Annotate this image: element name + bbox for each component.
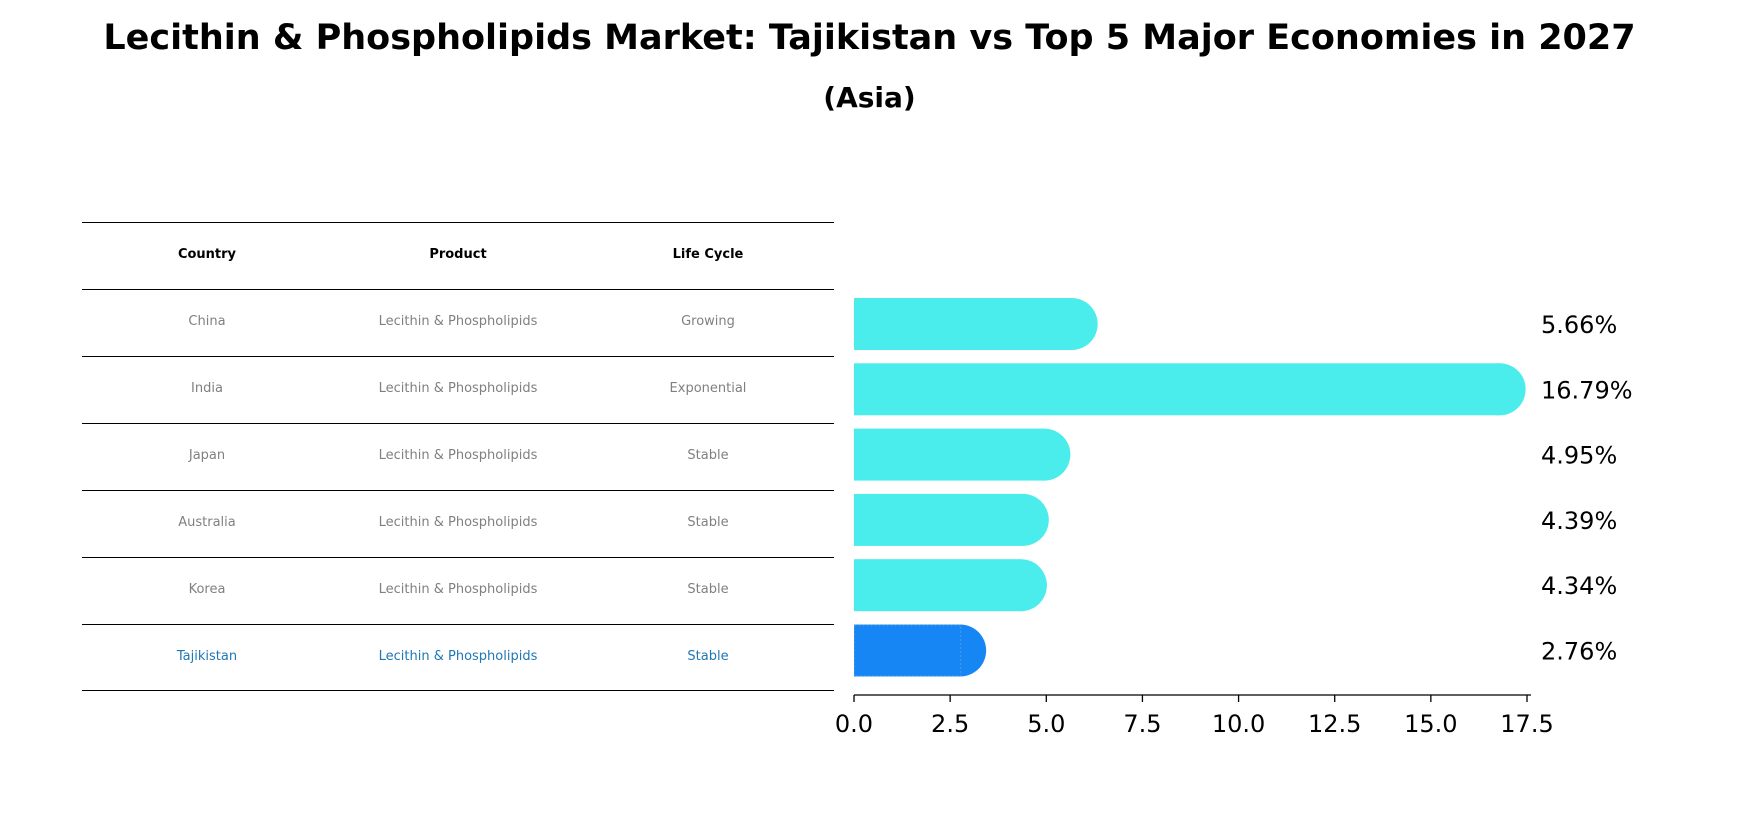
header-product: Product	[429, 247, 487, 262]
x-tick-label: 12.5	[1308, 710, 1361, 738]
row-country: Australia	[178, 515, 236, 530]
row-product: Lecithin & Phospholipids	[378, 314, 538, 329]
x-tick-label: 2.5	[931, 710, 969, 738]
row-product: Lecithin & Phospholipids	[378, 448, 538, 463]
header-country: Country	[177, 247, 237, 262]
bar-china	[854, 298, 1072, 350]
row-life-cycle: Stable	[687, 515, 729, 530]
row-life-cycle: Exponential	[669, 381, 747, 396]
table-rule	[82, 690, 834, 691]
bar-japan	[854, 428, 1045, 481]
value-label: 5.66%	[1541, 311, 1617, 339]
table-rule	[82, 356, 834, 357]
x-tick-label: 15.0	[1404, 710, 1457, 738]
row-product: Lecithin & Phospholipids	[378, 515, 538, 530]
row-life-cycle-highlight: Stable	[687, 649, 729, 664]
row-country: China	[188, 314, 226, 329]
value-label: 4.95%	[1541, 442, 1617, 470]
bar-cap-tajikistan	[934, 624, 987, 677]
row-country: India	[191, 381, 223, 396]
row-product: Lecithin & Phospholipids	[378, 381, 538, 396]
row-product-highlight: Lecithin & Phospholipids	[378, 649, 538, 664]
header-life-cycle: Life Cycle	[672, 247, 744, 262]
row-country: Japan	[188, 448, 226, 463]
chart-subtitle: (Asia)	[823, 81, 916, 114]
bar-cap-australia	[996, 493, 1049, 546]
value-label: 4.39%	[1541, 507, 1617, 535]
x-tick-label: 10.0	[1212, 710, 1265, 738]
row-country: Korea	[188, 582, 226, 597]
row-life-cycle: Stable	[687, 582, 729, 597]
table-rule	[82, 490, 834, 491]
row-product: Lecithin & Phospholipids	[378, 582, 538, 597]
bar-korea	[854, 559, 1021, 612]
table-rule	[82, 557, 834, 558]
row-life-cycle: Growing	[681, 314, 735, 329]
bar-cap-korea	[994, 559, 1047, 612]
value-label: 2.76%	[1541, 638, 1617, 666]
table-rule	[82, 423, 834, 424]
x-tick-label: 7.5	[1123, 710, 1161, 738]
chart-title: Lecithin & Phospholipids Market: Tajikis…	[103, 18, 1636, 58]
x-tick-label: 17.5	[1500, 710, 1553, 738]
row-life-cycle: Stable	[687, 448, 729, 463]
value-label: 16.79%	[1541, 376, 1633, 404]
row-country-highlight: Tajikistan	[176, 649, 238, 664]
bar-australia	[854, 493, 1023, 546]
bar-cap-china	[1045, 298, 1098, 350]
value-label: 4.34%	[1541, 572, 1617, 600]
bar-highlight-outline	[854, 624, 962, 677]
table-rule	[82, 289, 834, 290]
bar-india	[854, 363, 1500, 416]
bar-cap-india	[1473, 363, 1526, 416]
table-rule	[82, 222, 834, 223]
table-rule	[82, 624, 834, 625]
x-tick-label: 0.0	[835, 710, 873, 738]
bar-cap-japan	[1018, 428, 1071, 481]
x-tick-label: 5.0	[1027, 710, 1065, 738]
